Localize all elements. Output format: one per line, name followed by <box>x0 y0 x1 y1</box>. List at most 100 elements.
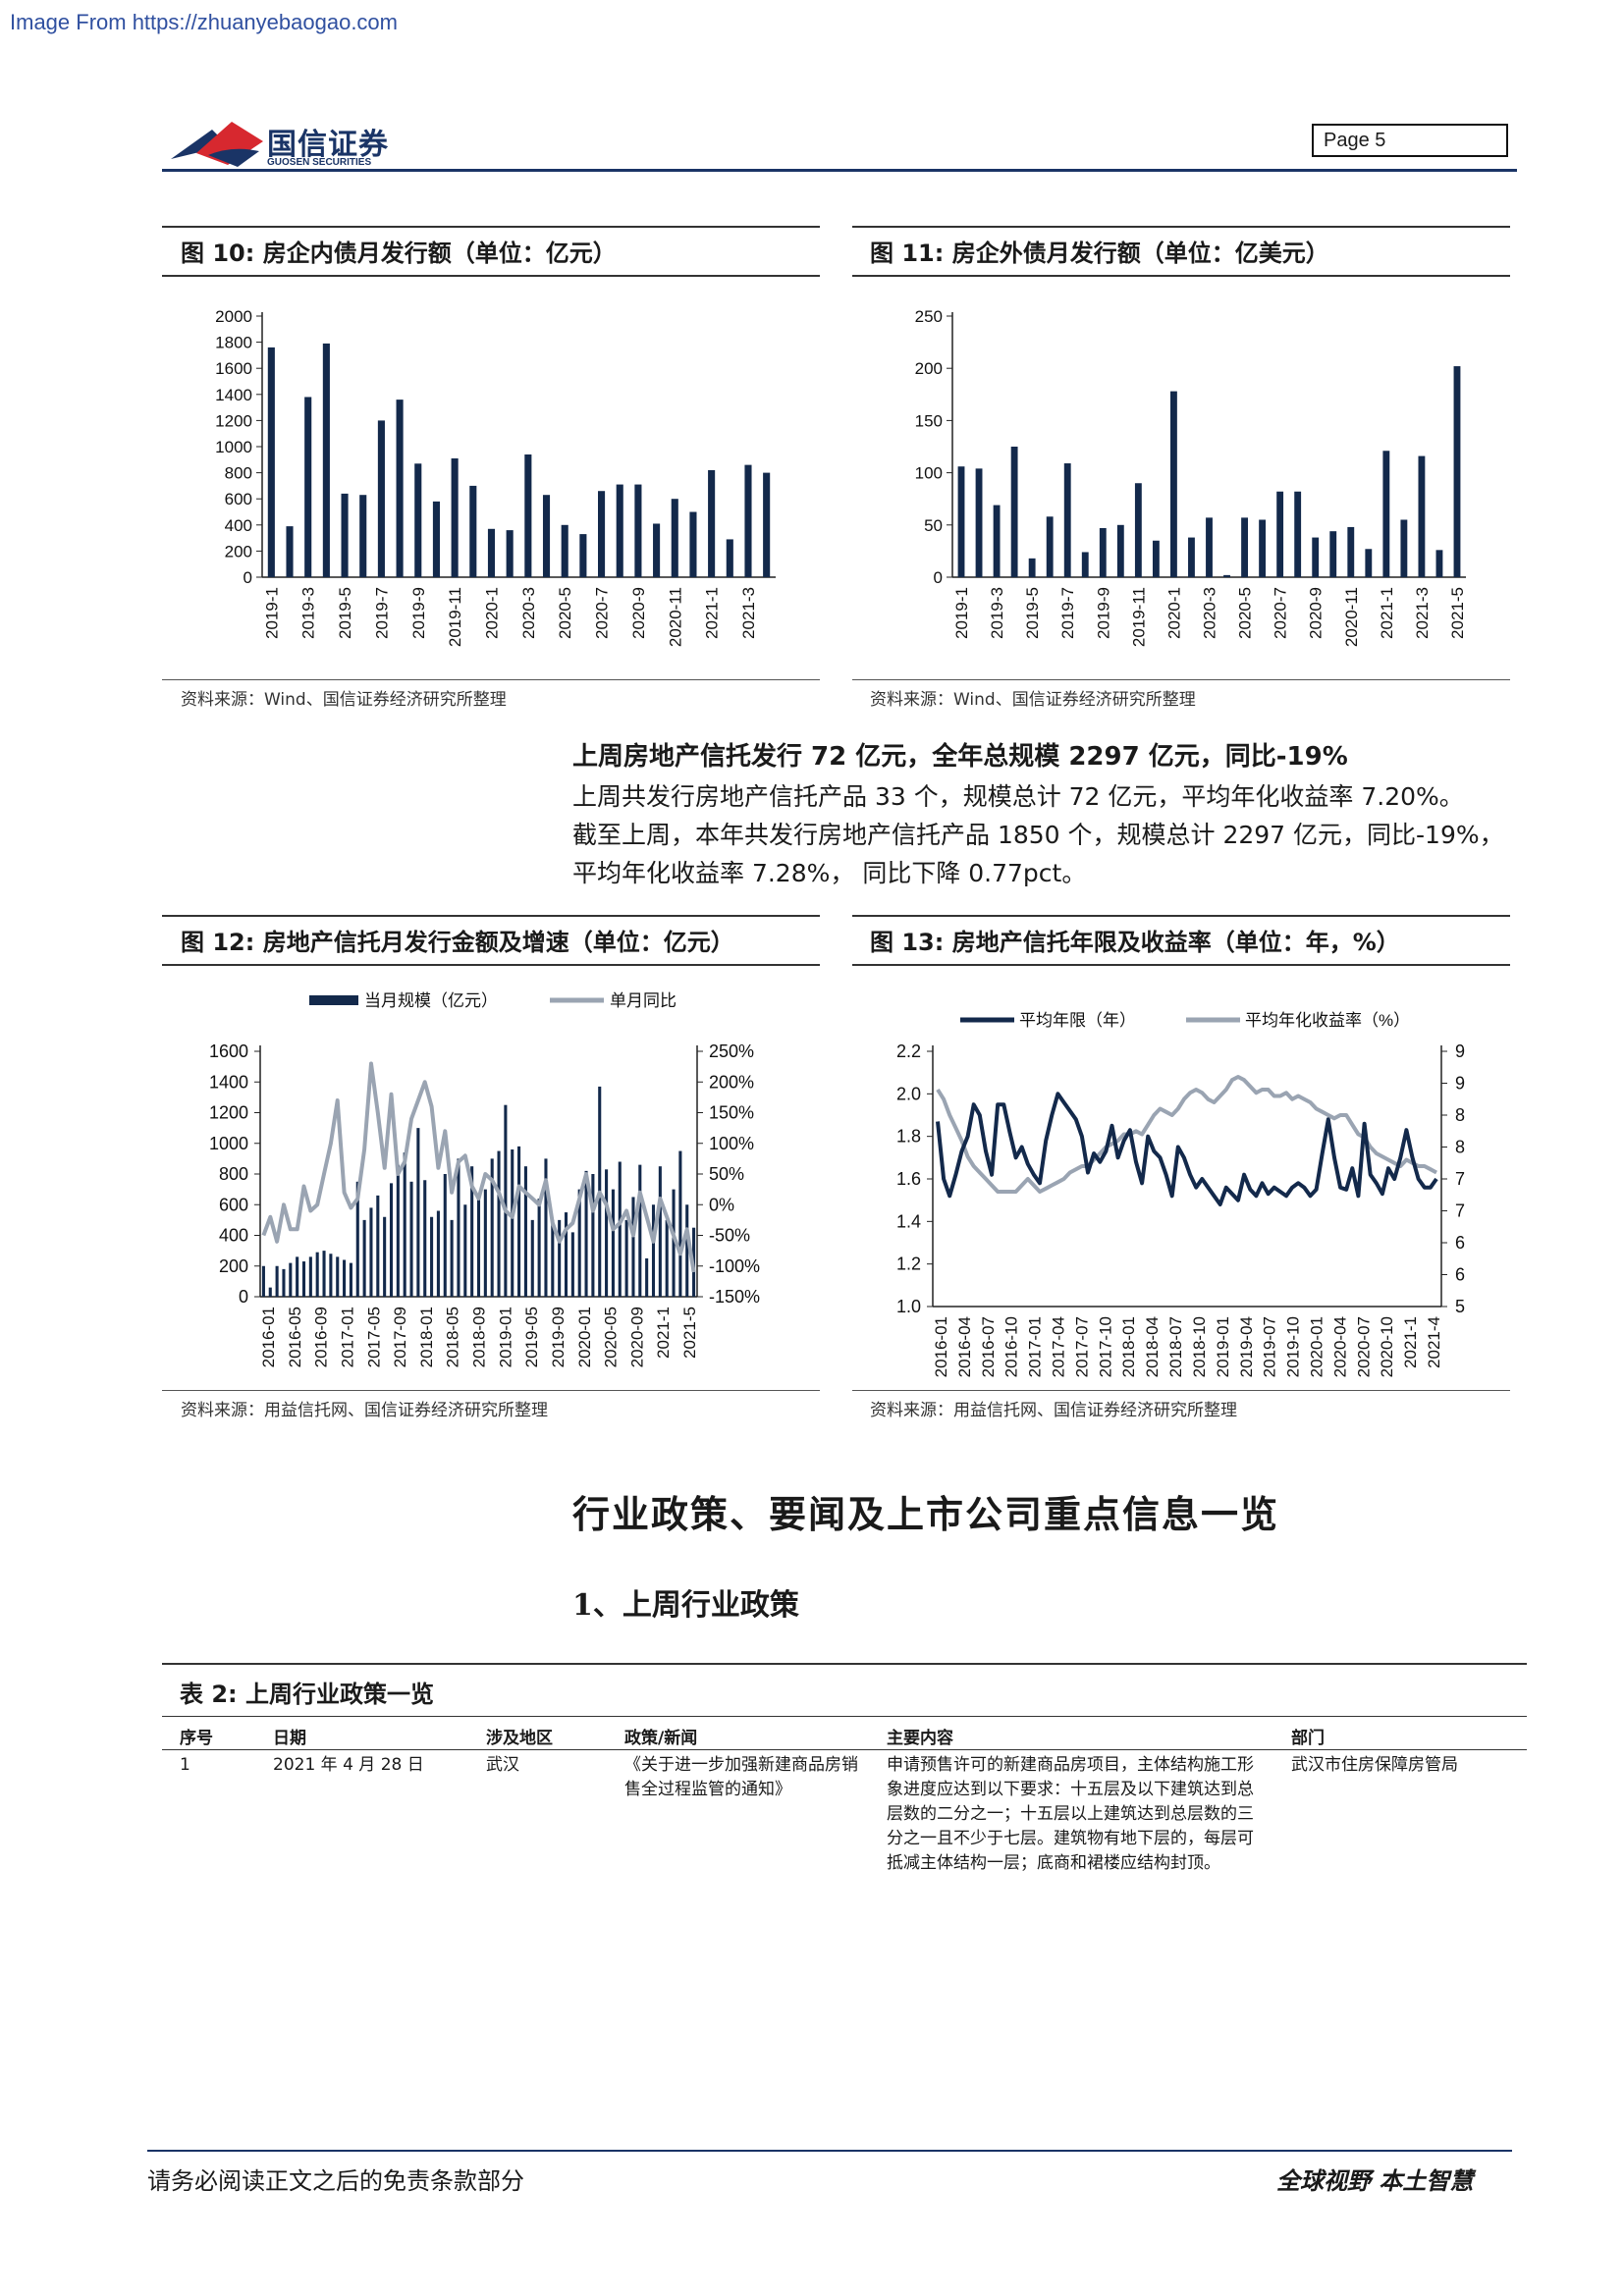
fig11-bar <box>1347 526 1355 577</box>
fig12-bar <box>665 1219 669 1297</box>
policy-h1: 行业政策、要闻及上市公司重点信息一览 <box>572 1492 1280 1536</box>
fig13-right-tick-label: 8 <box>1455 1138 1465 1157</box>
fig11-title: 图 11: 房企外债月发行额（单位：亿美元） <box>870 240 1329 267</box>
fig12-bar <box>457 1158 460 1297</box>
fig12-bar <box>577 1189 581 1297</box>
fig12-bar <box>672 1189 676 1297</box>
fig12-right-tick-label: -50% <box>709 1226 750 1246</box>
fig10-bar <box>579 534 587 577</box>
fig12-bar <box>631 1197 635 1297</box>
fig12-bar <box>570 1232 574 1297</box>
fig13-x-tick-label: 2019-01 <box>1214 1316 1232 1377</box>
policy-h2: 1、上周行业政策 <box>572 1588 799 1623</box>
fig12-bar <box>389 1183 394 1297</box>
fig12-bar <box>463 1204 467 1297</box>
row-no: 1 <box>180 1755 190 1775</box>
fig13-left-tick-label: 2.2 <box>896 1041 921 1061</box>
fig12-bar <box>544 1158 548 1297</box>
fig12-line-series <box>261 1061 696 1273</box>
fig11-y-tick-label: 50 <box>924 516 943 535</box>
fig12-source-rule <box>162 1390 820 1391</box>
fig11-bar <box>1329 531 1337 577</box>
fig13-right-tick-label: 5 <box>1455 1297 1465 1316</box>
fig12-bar <box>268 1287 272 1297</box>
fig13-title: 图 13: 房地产信托年限及收益率（单位：年，%） <box>870 929 1400 956</box>
fig11-y-tick-label: 150 <box>915 411 943 430</box>
fig13-left-tick-label: 1.0 <box>896 1297 921 1316</box>
fig11-x-tick-label: 2020-1 <box>1164 587 1183 639</box>
fig11-x-tick-label: 2020-5 <box>1236 587 1255 639</box>
fig11-bar <box>1294 491 1302 577</box>
fig12-bar <box>618 1161 622 1297</box>
fig12-x-tick-label: 2016-09 <box>312 1307 331 1367</box>
fig13-source-rule <box>852 1390 1510 1391</box>
fig13-x-tick-label: 2017-07 <box>1072 1316 1091 1377</box>
fig12-x-tick-label: 2021-1 <box>654 1307 673 1359</box>
col-header-content: 主要内容 <box>887 1729 953 1748</box>
fig10-x-tick-label: 2021-3 <box>739 587 758 639</box>
footer-disclaimer: 请务必阅读正文之后的免责条款部分 <box>147 2167 524 2195</box>
header-rule <box>162 169 1517 172</box>
fig11-bar <box>1223 574 1230 577</box>
fig12-left-tick-label: 1600 <box>209 1041 248 1061</box>
fig10-bar <box>598 491 606 577</box>
fig10-bar <box>396 400 404 577</box>
fig10-x-tick-label: 2019-3 <box>299 587 318 639</box>
fig10-chart: 0 200 400 600 800 1000 1200 1400 1600 1800 2000 201… <box>215 307 776 647</box>
fig12-bar <box>376 1195 380 1297</box>
fig12-right-tick-label: 50% <box>709 1164 744 1184</box>
footer-rule <box>147 2150 1512 2152</box>
fig11-x-tick-label: 2020-11 <box>1342 587 1361 647</box>
fig10-bar <box>414 463 422 577</box>
fig11-bar <box>1206 517 1213 577</box>
fig10-x-tick-label: 2020-9 <box>629 587 648 639</box>
fig13-x-tick-label: 2020-01 <box>1307 1316 1326 1377</box>
fig12-left-tick-label: 0 <box>239 1287 248 1307</box>
fig12-bar <box>362 1219 366 1297</box>
fig13-right-tick-label: 6 <box>1455 1265 1465 1285</box>
fig12-left-tick-label: 1400 <box>209 1072 248 1092</box>
row-date: 2021 年 4 月 28 日 <box>273 1755 424 1775</box>
fig12-x-tick-label: 2021-5 <box>680 1307 699 1359</box>
fig13-left-tick-label: 2.0 <box>896 1084 921 1103</box>
fig10-x-tick-label: 2020-5 <box>556 587 574 639</box>
fig11-bar <box>1063 463 1071 577</box>
fig10-y-tick-label: 1200 <box>215 411 252 430</box>
fig11-bar <box>1134 483 1142 577</box>
fig13-title-rule <box>852 964 1510 966</box>
logo-text-en: GUOSEN SECURITIES <box>267 157 372 168</box>
fig12-x-tick-label: 2019-05 <box>522 1307 541 1367</box>
trust-line-2: 截至上周，本年共发行房地产信托产品 1850 个，规模总计 2297 亿元，同比… <box>572 821 1504 849</box>
fig11-bar <box>1418 455 1426 577</box>
fig10-bar <box>359 495 367 577</box>
fig12-x-tick-label: 2016-05 <box>286 1307 304 1367</box>
fig10-bar <box>377 420 385 577</box>
col-header-policy: 政策/新闻 <box>624 1729 698 1748</box>
fig12-x-tick-label: 2020-01 <box>575 1307 594 1367</box>
fig12-bar <box>396 1164 400 1297</box>
fig10-bar <box>744 464 752 577</box>
fig12-bar <box>308 1256 312 1297</box>
fig12-bar <box>638 1164 642 1297</box>
fig10-x-tick-label: 2019-11 <box>446 587 464 647</box>
fig10-x-tick-label: 2019-7 <box>372 587 391 639</box>
fig11-source: 资料来源：Wind、国信证券经济研究所整理 <box>870 690 1196 710</box>
fig13-x-tick-label: 2016-10 <box>1002 1316 1021 1377</box>
fig12-bar <box>530 1219 534 1297</box>
fig12-bar <box>504 1104 508 1297</box>
fig12-bar <box>369 1207 373 1297</box>
fig12-x-tick-label: 2019-09 <box>549 1307 568 1367</box>
fig10-bar <box>451 457 459 577</box>
fig12-bar <box>282 1268 286 1297</box>
fig10-x-tick-label: 2020-3 <box>519 587 538 639</box>
fig11-x-tick-label: 2020-3 <box>1201 587 1219 639</box>
fig12-x-tick-label: 2017-05 <box>364 1307 383 1367</box>
fig11-x-tick-label: 2021-3 <box>1413 587 1432 639</box>
fig13-x-tick-label: 2018-01 <box>1119 1316 1138 1377</box>
fig10-bar <box>304 397 312 577</box>
fig12-bar <box>584 1170 588 1297</box>
table2-title: 表 2: 上周行业政策一览 <box>180 1681 435 1708</box>
fig12-bar <box>558 1219 562 1297</box>
fig10-top-rule <box>162 226 820 228</box>
fig10-y-tick-label: 400 <box>225 516 252 535</box>
